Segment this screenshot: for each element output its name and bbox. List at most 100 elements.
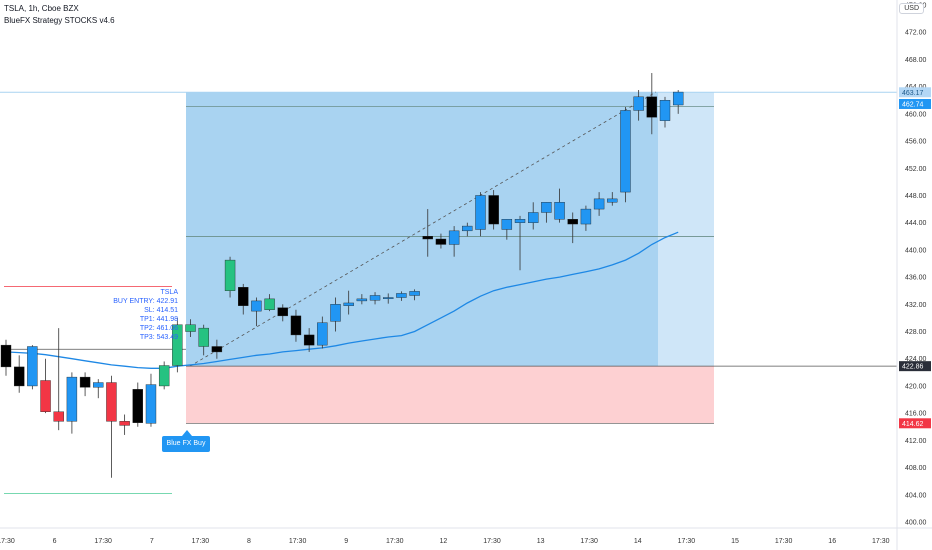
price-badge-text: 422.86 (902, 364, 924, 371)
y-tick-label: 424.00 (905, 356, 927, 363)
candle[interactable] (475, 195, 486, 230)
candle[interactable] (369, 295, 381, 301)
price-badge-text: 463.17 (902, 90, 924, 97)
y-tick-label: 404.00 (905, 492, 927, 499)
candle[interactable] (593, 198, 605, 210)
candle[interactable] (383, 297, 394, 299)
label-tp2: TP2: 461.06 (139, 325, 178, 332)
x-tick-label: 17:30 (580, 538, 598, 545)
y-tick-label: 440.00 (905, 247, 927, 254)
label-sl: SL: 414.51 (144, 307, 178, 314)
candle[interactable] (158, 365, 170, 387)
candle[interactable] (501, 219, 513, 230)
candle[interactable] (672, 91, 684, 106)
candle[interactable] (554, 202, 565, 220)
candle[interactable] (119, 421, 130, 426)
candle[interactable] (422, 236, 433, 240)
candle[interactable] (317, 322, 328, 346)
price-badge (899, 98, 931, 109)
x-tick-label: 15 (731, 538, 739, 545)
label-ticker: TSLA (160, 289, 178, 296)
label-tp1: TP1: 441.98 (139, 316, 178, 323)
x-tick-label: 9 (344, 538, 348, 545)
candle[interactable] (580, 208, 592, 225)
candle[interactable] (303, 334, 315, 346)
symbol-title[interactable]: TSLA, 1h, Cboe BZX (4, 4, 79, 13)
candle[interactable] (53, 411, 64, 422)
x-tick-label: 14 (634, 538, 642, 545)
candle[interactable] (264, 298, 275, 310)
candle[interactable] (198, 327, 209, 347)
x-tick-label: 17:30 (872, 538, 890, 545)
candle[interactable] (528, 212, 539, 223)
y-tick-label: 444.00 (905, 220, 927, 227)
candle[interactable] (185, 324, 196, 332)
candle[interactable] (633, 96, 644, 111)
candle[interactable] (132, 389, 144, 423)
candle[interactable] (106, 382, 117, 422)
candle[interactable] (659, 100, 671, 121)
candle[interactable] (145, 384, 157, 424)
candle[interactable] (277, 307, 288, 317)
x-tick-label: 17:30 (0, 538, 15, 545)
x-tick-label: 7 (150, 538, 154, 545)
trend-arrow (189, 91, 657, 367)
x-tick-label: 17:30 (386, 538, 404, 545)
y-tick-label: 420.00 (905, 383, 927, 390)
candle[interactable] (290, 315, 302, 336)
y-tick-label: 400.00 (905, 520, 927, 527)
candle[interactable] (238, 287, 249, 306)
candle[interactable] (409, 291, 420, 296)
candle[interactable] (330, 304, 341, 322)
y-tick-label: 412.00 (905, 438, 927, 445)
y-tick-label: 416.00 (905, 411, 927, 418)
candle[interactable] (620, 110, 631, 193)
candle[interactable] (488, 195, 499, 225)
y-tick-label: 436.00 (905, 275, 927, 282)
price-badge-text: 414.62 (902, 421, 924, 428)
candle[interactable] (514, 219, 526, 223)
x-tick-label: 13 (537, 538, 545, 545)
candle[interactable] (93, 382, 104, 388)
buy-signal-label[interactable]: Blue FX Buy (162, 430, 210, 452)
candle[interactable] (567, 219, 578, 225)
x-tick-label: 17:30 (775, 538, 793, 545)
candle[interactable] (211, 346, 223, 353)
candle[interactable] (448, 230, 460, 245)
x-tick-label: 17:30 (483, 538, 501, 545)
trade-labels: TSLA BUY ENTRY: 422.91 SL: 414.51 TP1: 4… (110, 288, 178, 342)
candle[interactable] (462, 225, 473, 232)
candle[interactable] (435, 238, 447, 245)
candle[interactable] (356, 298, 368, 302)
candle[interactable] (607, 198, 618, 203)
candle[interactable] (541, 202, 552, 213)
candle[interactable] (646, 96, 658, 118)
candle[interactable] (0, 344, 12, 368)
candle[interactable] (27, 346, 38, 387)
x-tick-label: 16 (828, 538, 836, 545)
y-tick-label: 448.00 (905, 193, 927, 200)
price-badge (899, 418, 931, 429)
y-tick-label: 460.00 (905, 111, 927, 118)
candle[interactable] (40, 380, 51, 412)
label-tp3: TP3: 543.49 (139, 334, 178, 341)
candle[interactable] (66, 376, 78, 422)
candle[interactable] (251, 300, 262, 312)
candle[interactable] (79, 376, 91, 388)
profit-zone-extension (658, 92, 714, 367)
indicator-title[interactable]: BlueFX Strategy STOCKS v4.6 (4, 16, 115, 25)
currency-button[interactable]: USD (899, 3, 924, 14)
x-tick-label: 8 (247, 538, 251, 545)
candle[interactable] (343, 302, 354, 306)
loss-zone (186, 366, 714, 424)
candle[interactable] (224, 259, 236, 291)
y-tick-label: 456.00 (905, 139, 927, 146)
price-badge (899, 87, 931, 98)
candle[interactable] (13, 366, 25, 387)
candle[interactable] (172, 324, 183, 366)
y-tick-label: 452.00 (905, 166, 927, 173)
profit-zone (186, 92, 658, 367)
candle[interactable] (396, 293, 407, 298)
x-tick-label: 17:30 (678, 538, 696, 545)
